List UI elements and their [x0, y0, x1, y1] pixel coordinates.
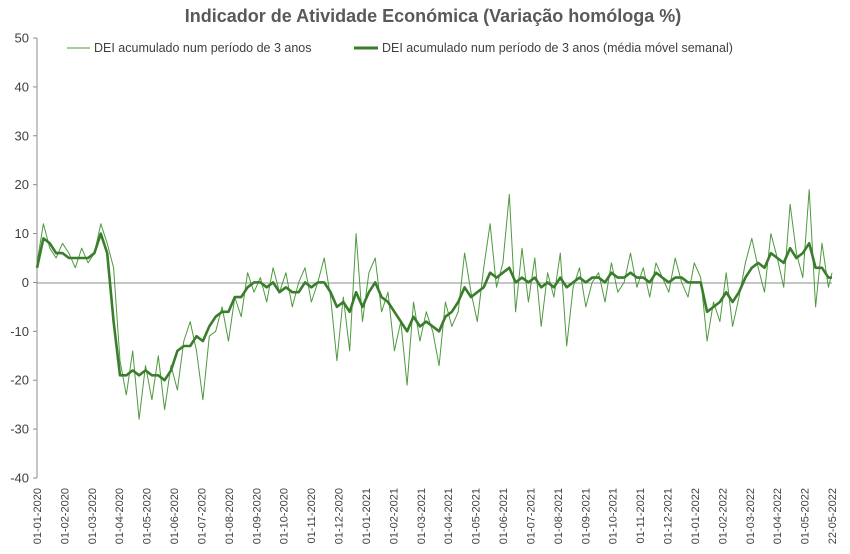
x-axis: 01-01-2020 01-02-2020 01-03-2020 01-04-2020…: [32, 282, 839, 544]
x-tick-label: 01-03-2020: [87, 488, 99, 544]
y-tick-label: 40: [15, 79, 29, 94]
legend: DEI acumulado num período de 3 anos DEI …: [67, 41, 733, 55]
x-tick-label: 01-05-2021: [471, 488, 483, 544]
x-tick-label: 01-10-2021: [608, 488, 620, 544]
x-tick-label: 01-10-2020: [279, 488, 291, 544]
x-tick-label: 01-02-2020: [59, 488, 71, 544]
x-tick-label: 01-08-2020: [224, 488, 236, 544]
x-tick-label: 01-08-2021: [553, 488, 565, 544]
x-tick-label: 01-02-2021: [388, 488, 400, 544]
x-tick-label: 22-05-2022: [827, 488, 839, 544]
x-tick-label: 01-09-2021: [580, 488, 592, 544]
x-tick-label: 01-11-2021: [635, 488, 647, 543]
x-tick-label: 01-01-2021: [361, 488, 373, 544]
x-tick-label: 01-06-2020: [169, 488, 181, 544]
y-tick-label: -30: [10, 422, 29, 437]
x-tick-label: 01-02-2022: [717, 488, 729, 544]
x-tick-label: 01-04-2021: [443, 488, 455, 544]
x-tick-label: 01-06-2021: [498, 488, 510, 544]
x-tick-label: 01-04-2020: [114, 488, 126, 544]
legend-label-weekly: DEI acumulado num período de 3 anos (méd…: [382, 41, 733, 55]
y-tick-label: 20: [15, 177, 29, 192]
y-axis: 50 40 30 20 10 0 -10 -20 -30 -40: [10, 31, 38, 486]
y-tick-label: 0: [22, 275, 29, 290]
x-tick-label: 01-07-2020: [196, 488, 208, 544]
y-tick-label: -40: [10, 471, 29, 486]
y-tick-label: -20: [10, 373, 29, 388]
series-layer: [35, 189, 833, 420]
x-tick-label: 01-04-2022: [772, 488, 784, 544]
x-tick-label: 01-12-2020: [334, 488, 346, 544]
x-tick-label: 01-03-2022: [745, 488, 757, 544]
x-tick-label: 01-03-2021: [416, 488, 428, 544]
x-tick-label: 01-09-2020: [251, 488, 263, 544]
x-tick-label: 01-12-2021: [663, 488, 675, 544]
x-tick-label: 01-01-2020: [32, 488, 44, 544]
y-tick-label: 30: [15, 128, 29, 143]
y-tick-label: 50: [15, 31, 29, 46]
y-tick-label: 10: [15, 226, 29, 241]
x-tick-label: 01-07-2021: [525, 488, 537, 544]
x-tick-label: 01-01-2022: [690, 488, 702, 544]
chart-title: Indicador de Atividade Económica (Variaç…: [185, 6, 681, 26]
x-tick-label: 01-05-2022: [800, 488, 812, 544]
x-tick-label: 01-11-2020: [306, 488, 318, 543]
series-line-weekly: [35, 232, 832, 382]
legend-label-daily: DEI acumulado num período de 3 anos: [94, 41, 312, 55]
y-tick-label: -10: [10, 324, 29, 339]
series-line-daily: [36, 189, 833, 420]
x-tick-label: 01-05-2020: [142, 488, 154, 544]
